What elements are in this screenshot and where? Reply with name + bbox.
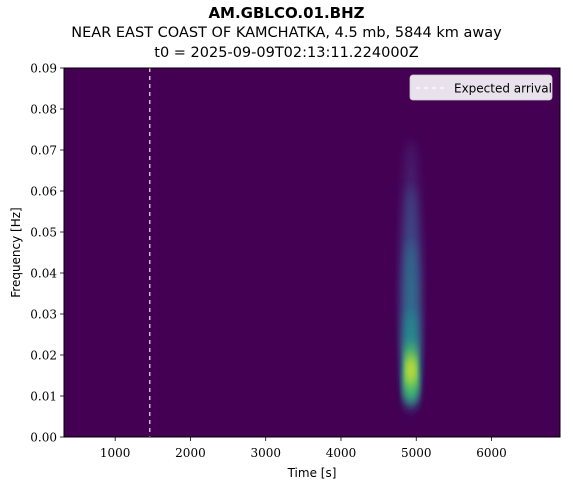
- plot-frame: [63, 67, 561, 438]
- x-tick-label: 3000: [250, 446, 281, 460]
- y-tick-label: 0.01: [30, 390, 57, 404]
- y-tick-label: 0.05: [30, 226, 57, 240]
- x-axis-ticks: 1000 2000 3000 4000 5000 6000: [100, 437, 507, 460]
- y-tick-label: 0.02: [30, 349, 57, 363]
- x-axis-label: Time [s]: [287, 466, 337, 480]
- legend: Expected arrival: [409, 74, 553, 101]
- y-axis-label: Frequency [Hz]: [9, 207, 23, 298]
- legend-label-expected-arrival: Expected arrival: [454, 82, 552, 96]
- y-tick-label: 0.08: [30, 103, 57, 117]
- event-subtitle: NEAR EAST COAST OF KAMCHATKA, 4.5 mb, 58…: [71, 25, 502, 41]
- energy-core: [408, 358, 414, 383]
- y-tick-label: 0.07: [30, 144, 57, 158]
- plot-background: [64, 68, 560, 437]
- x-tick-label: 2000: [175, 446, 206, 460]
- y-tick-label: 0.06: [30, 185, 57, 199]
- x-tick-label: 1000: [100, 446, 131, 460]
- x-tick-label: 6000: [476, 446, 507, 460]
- energy-heatmap-layer: [402, 140, 420, 415]
- origin-time-subtitle: t0 = 2025-09-09T02:13:11.224000Z: [154, 45, 419, 61]
- y-tick-label: 0.03: [30, 308, 57, 322]
- y-tick-label: 0.00: [30, 431, 57, 445]
- y-tick-label: 0.04: [30, 267, 57, 281]
- legend-box: [409, 74, 553, 101]
- x-tick-label: 4000: [326, 446, 357, 460]
- x-tick-label: 5000: [401, 446, 432, 460]
- y-tick-label: 0.09: [30, 62, 57, 76]
- y-axis-ticks: 0.00 0.01 0.02 0.03 0.04 0.05 0.06 0.07 0.08 0.09: [30, 62, 64, 445]
- station-title: AM.GBLCO.01.BHZ: [208, 4, 365, 22]
